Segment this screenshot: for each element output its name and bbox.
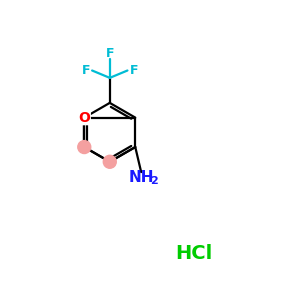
Text: 2: 2 <box>151 176 158 186</box>
Text: NH: NH <box>128 170 154 185</box>
Text: O: O <box>78 111 90 124</box>
Text: F: F <box>106 47 114 60</box>
Text: F: F <box>130 64 138 77</box>
Text: F: F <box>81 64 90 77</box>
Text: HCl: HCl <box>176 244 213 262</box>
Circle shape <box>103 155 116 168</box>
Circle shape <box>78 141 91 154</box>
